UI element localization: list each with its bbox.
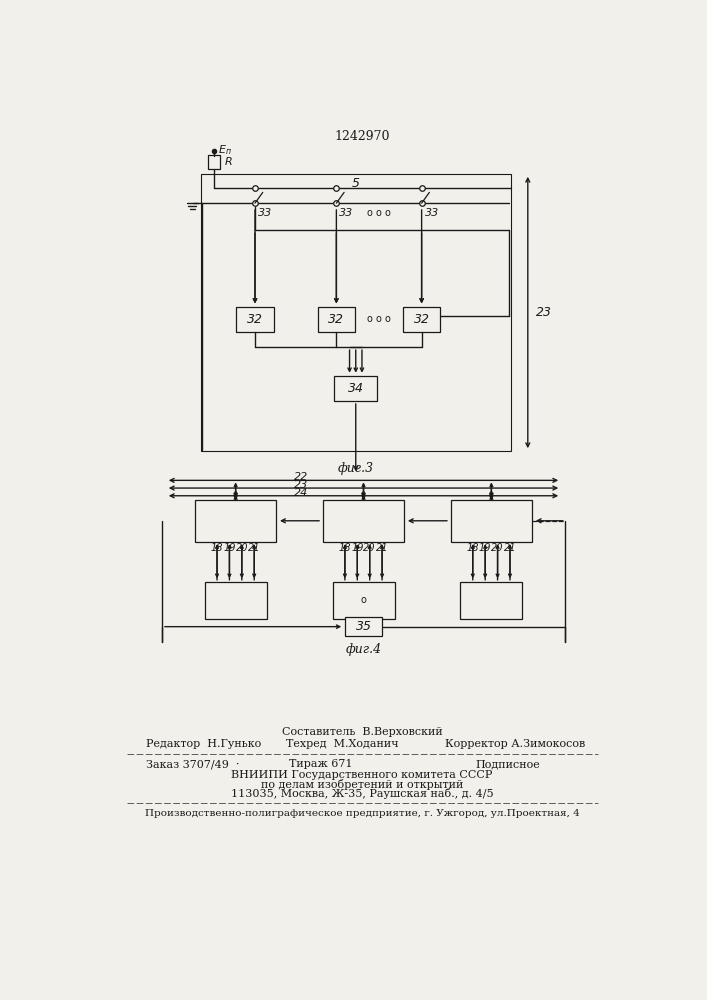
Text: 20: 20 <box>235 543 248 553</box>
Text: 20: 20 <box>363 543 376 553</box>
Text: 18: 18 <box>339 543 351 553</box>
Bar <box>195 500 276 542</box>
Text: 32: 32 <box>328 313 344 326</box>
Text: Составитель  В.Верховский: Составитель В.Верховский <box>281 727 443 737</box>
Text: 33: 33 <box>258 208 272 218</box>
Bar <box>334 376 377 401</box>
Text: 22: 22 <box>294 472 309 482</box>
Text: о: о <box>361 595 366 605</box>
Text: о о о: о о о <box>367 314 391 324</box>
Text: $E_п$: $E_п$ <box>218 143 232 157</box>
Text: 18: 18 <box>211 543 223 553</box>
Text: 34: 34 <box>348 382 363 395</box>
Text: фиг.3: фиг.3 <box>338 462 374 475</box>
Text: 19: 19 <box>223 543 235 553</box>
Text: Редактор  Н.Гунько: Редактор Н.Гунько <box>146 739 262 749</box>
Bar <box>345 617 382 636</box>
Bar <box>332 582 395 619</box>
Text: 32: 32 <box>414 313 430 326</box>
Text: 20: 20 <box>491 543 504 553</box>
Text: 32: 32 <box>247 313 263 326</box>
Text: по делам изобретений и открытий: по делам изобретений и открытий <box>261 779 463 790</box>
Text: 21: 21 <box>376 543 388 553</box>
Text: Тираж 671: Тираж 671 <box>289 759 353 769</box>
Text: 24: 24 <box>294 488 309 498</box>
Text: Корректор А.Зимокосов: Корректор А.Зимокосов <box>445 739 585 749</box>
Bar <box>317 307 355 332</box>
Text: 21: 21 <box>248 543 260 553</box>
Bar <box>403 307 440 332</box>
Text: 19: 19 <box>351 543 363 553</box>
Bar <box>450 500 532 542</box>
Text: Производственно-полиграфическое предприятие, г. Ужгород, ул.Проектная, 4: Производственно-полиграфическое предприя… <box>144 809 579 818</box>
Text: фиг.4: фиг.4 <box>346 643 382 656</box>
Text: 33: 33 <box>339 208 354 218</box>
Text: 113035, Москва, Ж-35, Раушская наб., д. 4/5: 113035, Москва, Ж-35, Раушская наб., д. … <box>230 788 493 799</box>
Text: 1242970: 1242970 <box>334 130 390 143</box>
Text: 33: 33 <box>425 208 439 218</box>
Bar <box>204 582 267 619</box>
Text: 21: 21 <box>503 543 516 553</box>
Text: 35: 35 <box>356 620 371 633</box>
Bar <box>236 307 274 332</box>
Text: 19: 19 <box>479 543 491 553</box>
Bar <box>201 174 510 451</box>
Bar <box>323 500 404 542</box>
Bar <box>208 155 220 169</box>
Text: R: R <box>225 157 233 167</box>
Text: 23: 23 <box>535 306 551 319</box>
Text: ВНИИПИ Государственного комитета СССР: ВНИИПИ Государственного комитета СССР <box>231 770 493 780</box>
Text: о о о: о о о <box>367 208 391 218</box>
Text: 23: 23 <box>294 480 309 490</box>
Text: Подписное: Подписное <box>476 759 541 769</box>
Text: 5: 5 <box>352 177 360 190</box>
Text: Заказ 3707/49  ·: Заказ 3707/49 · <box>146 759 240 769</box>
Text: 18: 18 <box>467 543 479 553</box>
Bar <box>460 582 522 619</box>
Text: Техред  М.Ходанич: Техред М.Ходанич <box>286 739 399 749</box>
